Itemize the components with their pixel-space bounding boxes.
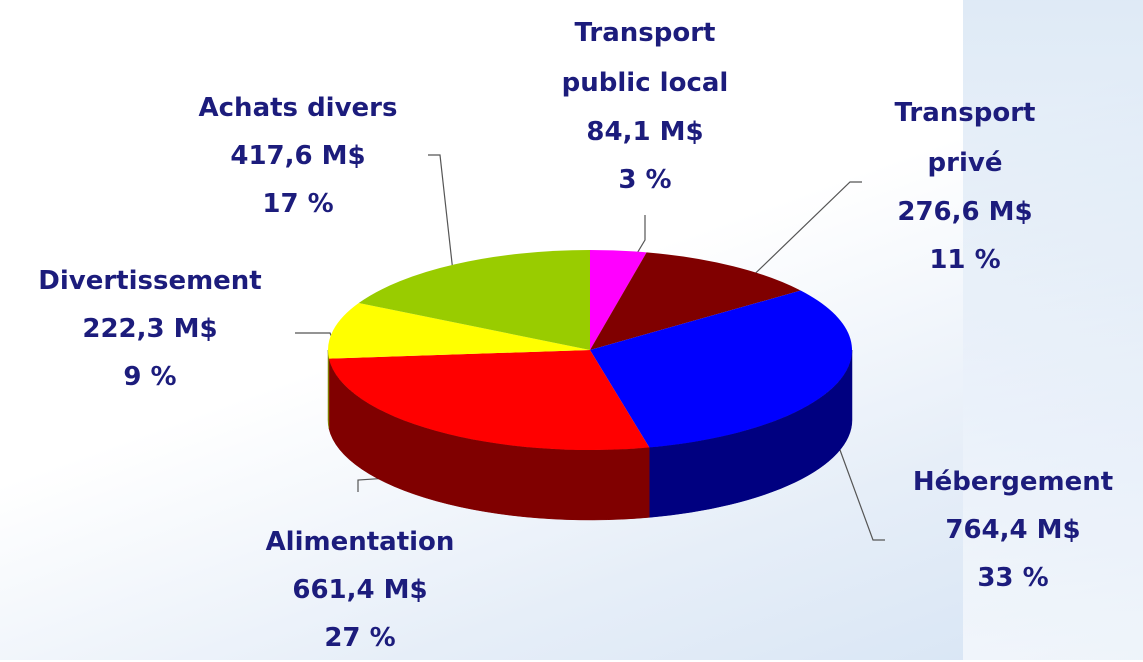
- background-band: [963, 0, 1143, 660]
- slice: [328, 350, 650, 450]
- slice: [590, 290, 852, 448]
- slice: [590, 252, 801, 350]
- slice-label: Hébergement 764,4 M$ 33 %: [913, 458, 1113, 602]
- share-label: 9 %: [123, 362, 177, 392]
- share-label: 3 %: [618, 165, 672, 195]
- category-label: Divertissement: [38, 266, 262, 296]
- share-label: 17 %: [262, 189, 334, 219]
- category-label: Alimentation: [265, 527, 455, 557]
- slice-label: Alimentation 661,4 M$ 27 %: [266, 518, 455, 662]
- share-label: 33 %: [977, 563, 1049, 593]
- value-label: 84,1 M$: [586, 117, 704, 147]
- value-label: 276,6 M$: [897, 197, 1033, 227]
- share-label: 27 %: [324, 623, 396, 653]
- value-label: 661,4 M$: [292, 575, 428, 605]
- slice-label: Transport public local 84,1 M$ 3 %: [538, 8, 753, 204]
- slice-side: [327, 349, 330, 429]
- category-label: Hébergement: [912, 467, 1114, 497]
- value-label: 764,4 M$: [945, 515, 1081, 545]
- slice: [590, 250, 647, 350]
- category-label: Transport privé: [894, 98, 1036, 178]
- slice-label: Transport privé 276,6 M$ 11 %: [878, 88, 1053, 284]
- leader-line: [734, 181, 862, 294]
- category-label: Transport public local: [561, 18, 729, 98]
- slice-label: Achats divers 417,6 M$ 17 %: [199, 84, 398, 228]
- value-label: 222,3 M$: [82, 314, 218, 344]
- value-label: 417,6 M$: [230, 141, 366, 171]
- slice: [328, 302, 590, 359]
- pie-tops: [328, 250, 852, 450]
- share-label: 11 %: [929, 245, 1001, 275]
- slice: [358, 250, 590, 350]
- category-label: Achats divers: [198, 93, 398, 123]
- leader-line: [839, 449, 885, 541]
- leader-line: [428, 154, 456, 291]
- slice-label: Divertissement 222,3 M$ 9 %: [38, 257, 262, 401]
